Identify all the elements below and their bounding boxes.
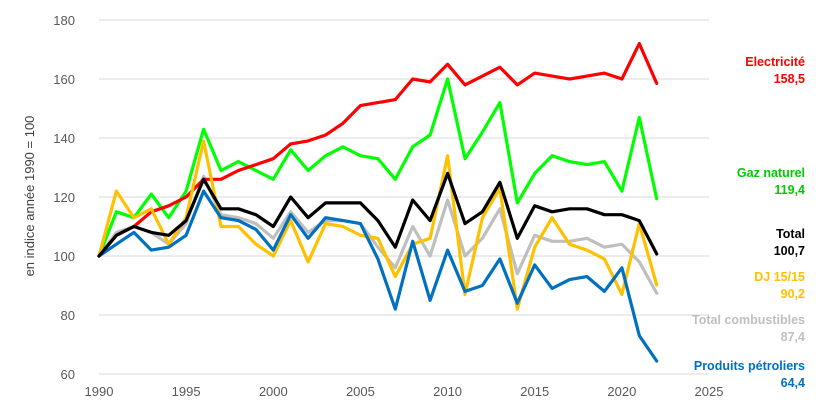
label-value-electricite: 158,5 [774,72,805,86]
label-name-total: Total [776,227,805,241]
label-name-electricite: Electricité [745,55,805,69]
label-value-total: 100,7 [774,244,805,258]
label-value-combustibles: 87,4 [781,330,805,344]
y-tick-80: 80 [61,308,75,323]
y-tick-140: 140 [53,131,75,146]
x-tick-1995: 1995 [172,384,201,399]
series-lines [97,41,659,363]
y-tick-180: 180 [53,13,75,28]
label-name-dj: DJ 15/15 [754,270,805,284]
series-legend-labels: Electricité 158,5 Gaz naturel 119,4 Total 100… [692,55,805,390]
y-tick-60: 60 [61,367,75,382]
label-name-petroliers: Produits pétroliers [694,359,805,373]
label-name-combustibles: Total combustibles [692,313,805,327]
series-line-gaz [97,77,659,258]
y-tick-100: 100 [53,249,75,264]
series-line-total [97,171,659,258]
y-tick-120: 120 [53,190,75,205]
label-value-petroliers: 64,4 [781,376,805,390]
y-tick-labels: 60 80 100 120 140 160 180 [53,13,75,382]
x-tick-2020: 2020 [607,384,636,399]
label-value-dj: 90,2 [781,287,805,301]
x-tick-2015: 2015 [520,384,549,399]
label-name-gaz: Gaz naturel [737,166,805,180]
x-tick-2010: 2010 [433,384,462,399]
label-value-gaz: 119,4 [774,183,805,197]
x-tick-1990: 1990 [85,384,114,399]
x-tick-2005: 2005 [346,384,375,399]
series-line-petroliers [97,189,659,363]
x-tick-2025: 2025 [695,384,724,399]
y-tick-160: 160 [53,72,75,87]
series-line-dj [97,139,659,311]
y-axis-label: en indice année 1990 = 100 [22,116,37,277]
x-tick-labels: 1990 1995 2000 2005 2010 2015 2020 2025 [85,384,724,399]
x-tick-2000: 2000 [259,384,288,399]
